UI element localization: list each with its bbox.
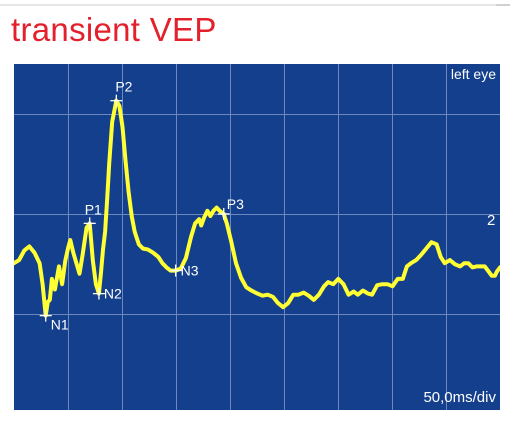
peak-marker-n1: N1 [39, 309, 69, 333]
peak-label-n3: N3 [181, 263, 199, 279]
plot-background [14, 64, 500, 410]
time-scale-label: 50,0ms/div [423, 389, 496, 406]
trace-number-label: 2 [487, 212, 495, 229]
vep-trace-line [12, 98, 502, 318]
grid-lines [14, 64, 500, 410]
eye-label: left eye [451, 66, 496, 82]
peak-marker-p2: P2 [110, 79, 133, 107]
top-divider-segment [496, 4, 510, 6]
page-title: transient VEP [11, 11, 217, 48]
vep-chart-svg: N1 P1 N2 P2 N3 P3 left eye 50,0ms/div 2 [12, 64, 502, 410]
peak-marker-n3: N3 [169, 263, 199, 279]
top-divider [0, 4, 510, 6]
peak-marker-n2: N2 [92, 286, 122, 302]
peak-label-p2: P2 [115, 79, 132, 95]
peak-label-n1: N1 [51, 317, 69, 333]
peak-markers: N1 P1 N2 P2 N3 P3 [39, 79, 244, 333]
peak-marker-p3: P3 [217, 196, 244, 220]
peak-label-p1: P1 [85, 201, 102, 217]
peak-label-p3: P3 [227, 196, 244, 212]
peak-label-n2: N2 [104, 286, 122, 302]
vep-chart: N1 P1 N2 P2 N3 P3 left eye 50,0ms/div 2 [12, 64, 502, 410]
peak-marker-p1: P1 [83, 201, 102, 230]
